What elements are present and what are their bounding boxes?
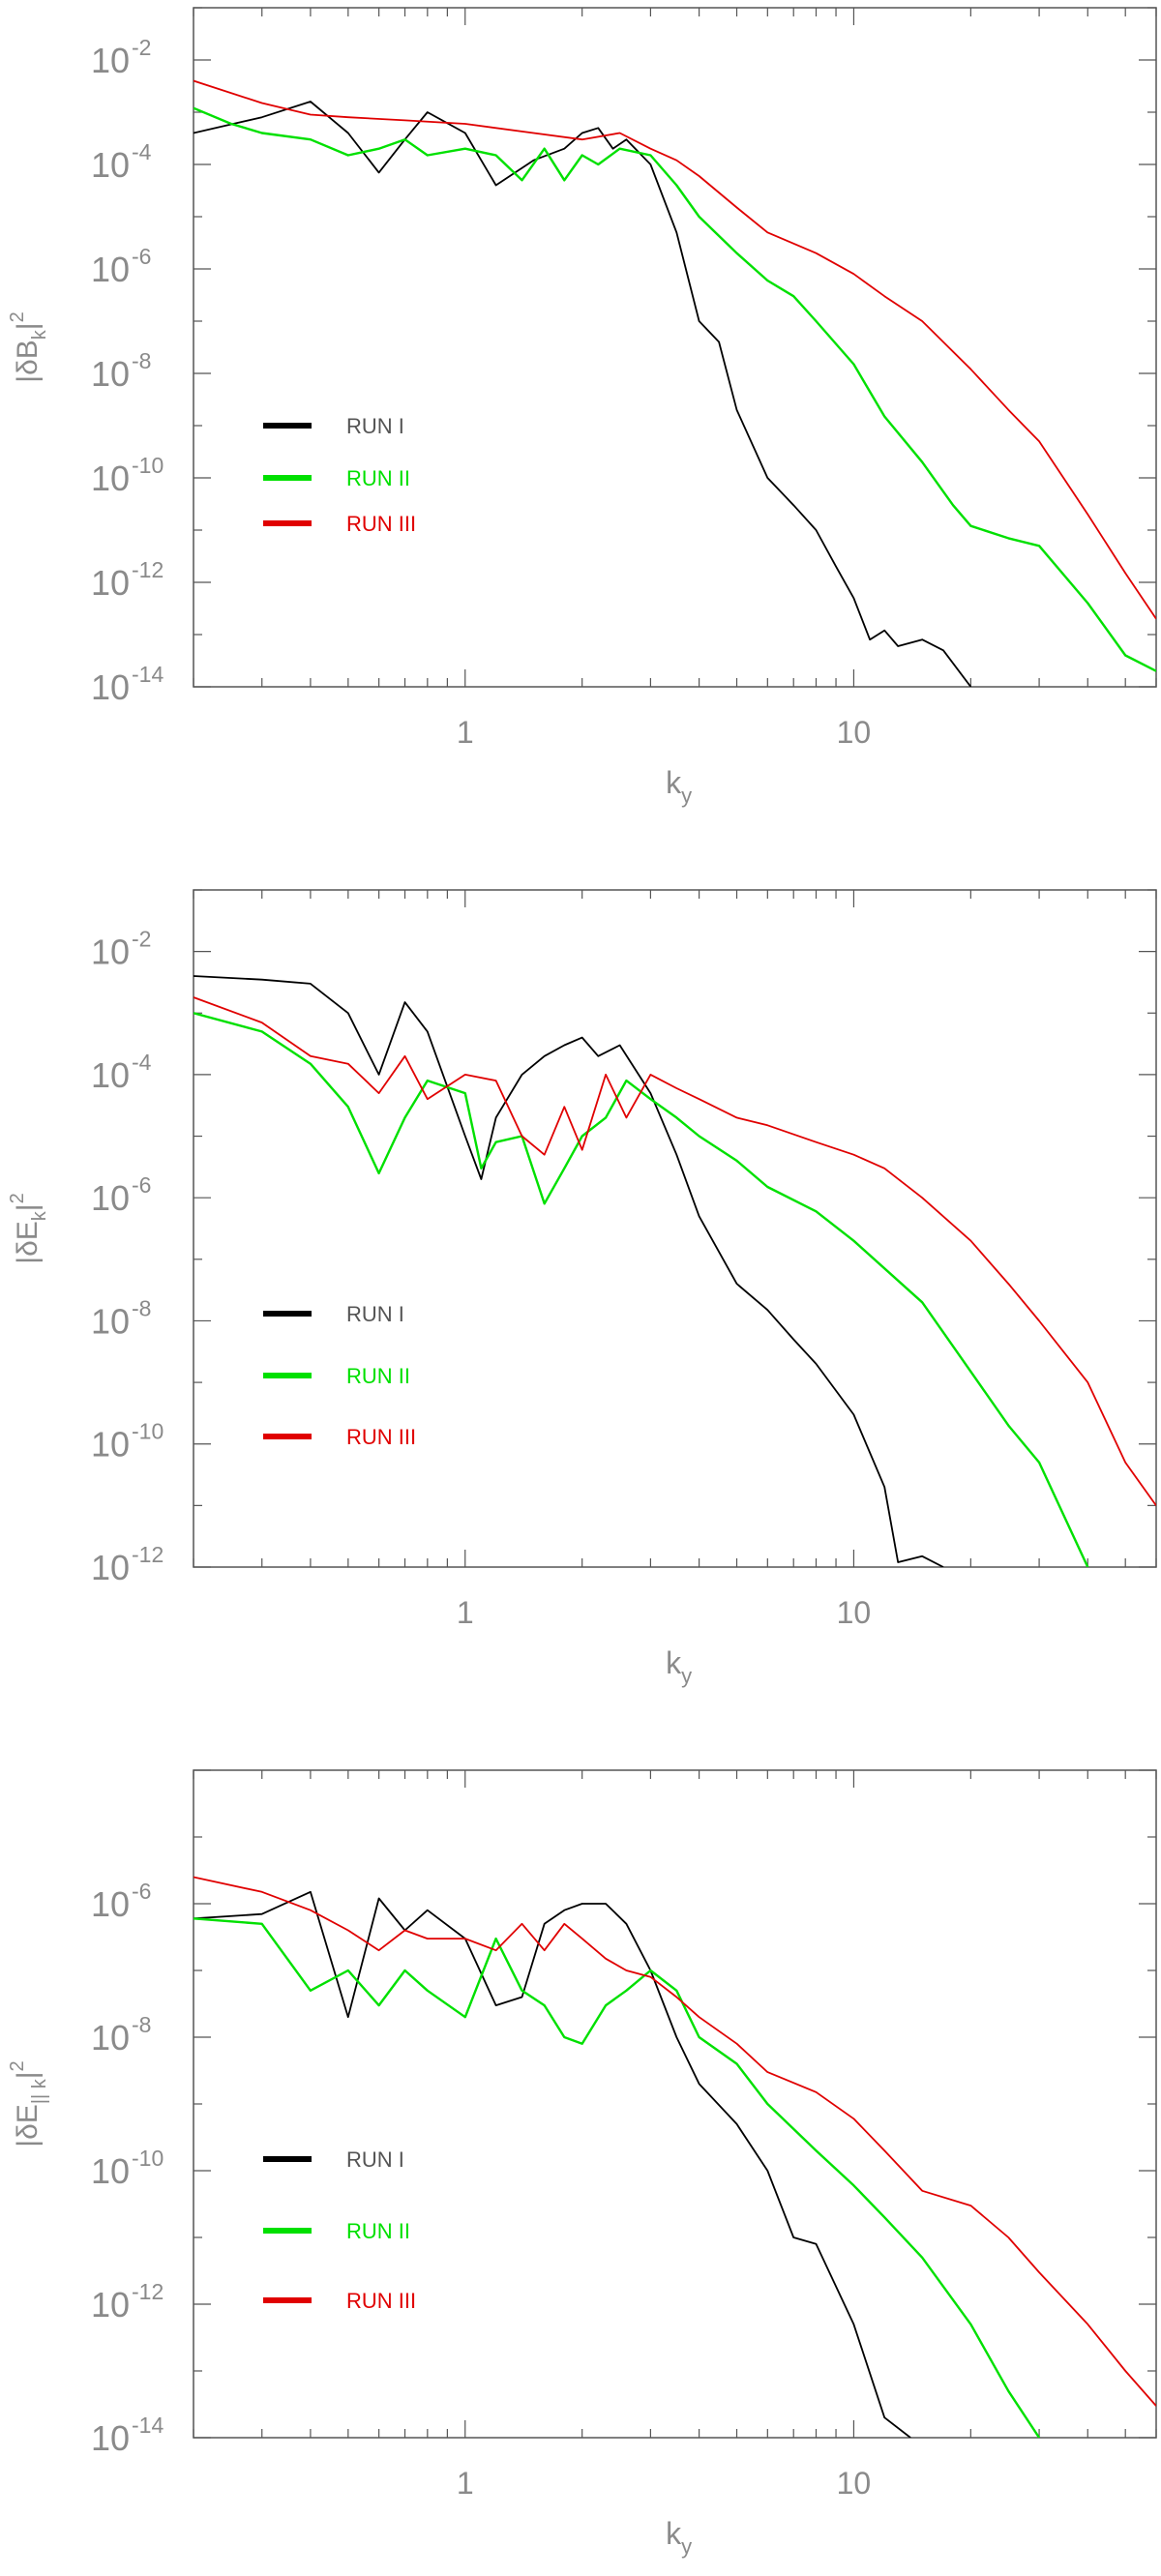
y-tick-label: 10 xyxy=(91,41,130,80)
series-line-3 xyxy=(194,1876,1156,2407)
series-line-1 xyxy=(194,975,944,1567)
tick-marks xyxy=(193,1769,1157,2439)
tick-marks xyxy=(193,889,1157,1568)
y-axis-label-bar: | xyxy=(12,2071,44,2079)
x-axis-label-main: k xyxy=(666,1645,682,1680)
legend: RUN I RUN II RUN III xyxy=(263,414,416,536)
x-tick-label: 1 xyxy=(457,715,474,750)
legend-label: RUN I xyxy=(346,2147,404,2172)
y-tick-exponent: -6 xyxy=(132,1879,151,1904)
x-tick-label: 10 xyxy=(837,2466,872,2501)
y-tick-exponent: -10 xyxy=(132,1419,164,1444)
y-tick-label: 10 xyxy=(91,459,130,498)
legend-label: RUN II xyxy=(346,2219,410,2243)
legend-label: RUN II xyxy=(346,1364,410,1388)
y-tick-exponent: -4 xyxy=(132,1050,152,1075)
y-tick-exponent: -12 xyxy=(132,557,164,582)
y-tick-exponent: -2 xyxy=(132,927,151,952)
series-line-1 xyxy=(194,1890,911,2438)
y-tick-label: 10 xyxy=(91,1178,130,1218)
y-axis-label-superscript: 2 xyxy=(7,1193,28,1203)
y-axis-label: |δEk|2 xyxy=(7,1193,50,1263)
series-group xyxy=(194,975,1156,1567)
y-tick-exponent: -8 xyxy=(132,1295,151,1320)
y-axis-label-superscript: 2 xyxy=(7,2060,28,2071)
y-axis-label: |δE|| k|2 xyxy=(7,2060,50,2147)
y-tick-exponent: -14 xyxy=(132,662,164,687)
y-tick-exponent: -12 xyxy=(132,1542,164,1567)
y-tick-exponent: -10 xyxy=(132,453,164,478)
y-tick-label: 10 xyxy=(91,1055,130,1095)
tick-marks xyxy=(193,7,1157,688)
y-tick-exponent: -4 xyxy=(132,139,152,164)
series-line-2 xyxy=(194,1012,1089,1567)
legend: RUN I RUN II RUN III xyxy=(263,2147,416,2313)
y-tick-exponent: -12 xyxy=(132,2279,164,2304)
y-axis-label-main: |δB xyxy=(12,340,44,383)
series-line-3 xyxy=(194,79,1156,620)
y-tick-label: 10 xyxy=(91,145,130,185)
series-line-2 xyxy=(194,1917,1041,2438)
x-axis-label-subscript: y xyxy=(681,1664,692,1688)
y-tick-label: 10 xyxy=(91,933,130,972)
y-axis-label-subscript: k xyxy=(29,1210,50,1221)
y-axis-label: |δBk|2 xyxy=(7,311,50,382)
legend-label: RUN III xyxy=(346,512,416,536)
y-tick-label: 10 xyxy=(91,1884,130,1924)
legend-label: RUN III xyxy=(346,2289,416,2313)
x-axis-label: ky xyxy=(666,2516,692,2559)
y-axis-label-main: |δE xyxy=(12,2104,44,2147)
y-tick-exponent: -6 xyxy=(132,1172,151,1198)
y-tick-exponent: -10 xyxy=(132,2146,164,2171)
y-tick-label: 10 xyxy=(91,250,130,289)
plot-frame xyxy=(193,889,1157,1568)
y-tick-label: 10 xyxy=(91,1301,130,1341)
series-line-3 xyxy=(194,996,1156,1506)
legend-label: RUN I xyxy=(346,414,404,438)
y-axis-label-subscript: k xyxy=(29,329,50,340)
legend-label: RUN II xyxy=(346,466,410,490)
series-group xyxy=(194,79,1156,687)
x-axis-label: ky xyxy=(666,1645,692,1688)
x-tick-label: 10 xyxy=(837,715,872,750)
y-tick-label: 10 xyxy=(91,1425,130,1465)
x-axis-label: ky xyxy=(666,765,692,808)
y-tick-label: 10 xyxy=(91,354,130,394)
y-tick-exponent: -2 xyxy=(132,35,151,60)
x-axis-label-subscript: y xyxy=(681,2534,692,2559)
x-tick-label: 10 xyxy=(837,1595,872,1630)
legend-label: RUN I xyxy=(346,1302,404,1326)
series-line-2 xyxy=(194,106,1156,672)
x-tick-label: 1 xyxy=(457,2466,474,2501)
y-tick-exponent: -8 xyxy=(132,2012,151,2037)
plot-frame xyxy=(193,7,1157,688)
y-tick-exponent: -8 xyxy=(132,348,151,373)
legend: RUN I RUN II RUN III xyxy=(263,1302,416,1449)
y-tick-label: 10 xyxy=(91,1548,130,1587)
y-tick-label: 10 xyxy=(91,2018,130,2058)
y-tick-label: 10 xyxy=(91,667,130,707)
y-axis-label-bar: | xyxy=(12,1203,44,1211)
y-tick-exponent: -14 xyxy=(132,2413,164,2438)
y-axis-label-main: |δE xyxy=(12,1221,44,1264)
y-axis-label-subscript: || k xyxy=(29,2078,50,2104)
series-group xyxy=(194,1876,1156,2438)
y-axis-label-superscript: 2 xyxy=(7,311,28,322)
y-tick-exponent: -6 xyxy=(132,244,151,269)
y-tick-label: 10 xyxy=(91,563,130,603)
y-tick-label: 10 xyxy=(91,2285,130,2324)
y-tick-label: 10 xyxy=(91,2151,130,2191)
y-tick-label: 10 xyxy=(91,2418,130,2458)
legend-label: RUN III xyxy=(346,1425,416,1449)
x-axis-label-subscript: y xyxy=(681,784,692,808)
y-axis-label-bar: | xyxy=(12,322,44,330)
x-axis-label-main: k xyxy=(666,2516,682,2551)
x-tick-label: 1 xyxy=(457,1595,474,1630)
x-axis-label-main: k xyxy=(666,765,682,800)
